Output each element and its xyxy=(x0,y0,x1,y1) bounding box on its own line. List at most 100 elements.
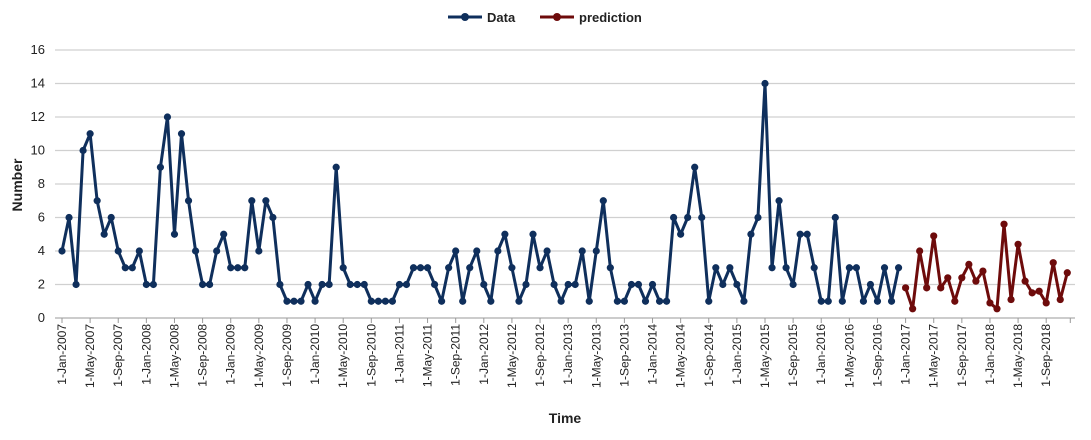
data-point xyxy=(262,197,270,205)
data-point xyxy=(423,264,432,272)
data-point xyxy=(599,197,607,205)
data-point xyxy=(782,264,790,272)
x-tick-label: 1-Jan-2010 xyxy=(308,324,322,385)
data-point xyxy=(810,264,818,272)
data-point xyxy=(705,297,713,305)
data-point xyxy=(86,130,94,138)
y-tick-label: 16 xyxy=(31,42,45,57)
data-point xyxy=(557,297,565,305)
data-point xyxy=(395,280,404,289)
data-point xyxy=(1056,295,1064,304)
data-point xyxy=(606,264,614,272)
data-point xyxy=(213,247,221,255)
legend-item-data[interactable]: Data xyxy=(448,10,516,25)
data-point xyxy=(747,230,755,238)
data-point xyxy=(691,163,699,171)
data-point xyxy=(353,280,361,289)
data-point xyxy=(128,264,136,272)
data-point xyxy=(360,280,368,289)
data-point xyxy=(536,264,544,272)
x-tick-label: 1-Sep-2015 xyxy=(786,324,800,387)
data-point xyxy=(726,264,734,272)
data-point xyxy=(206,280,214,289)
data-point xyxy=(58,247,66,255)
data-point xyxy=(887,297,896,305)
x-axis-title: Time xyxy=(549,410,582,426)
data-point xyxy=(550,280,558,289)
x-tick-label: 1-Jan-2011 xyxy=(392,324,406,384)
data-point xyxy=(789,280,797,289)
data-point xyxy=(677,230,685,238)
x-tick-label: 1-Sep-2008 xyxy=(196,324,210,387)
data-point xyxy=(733,280,741,289)
data-point xyxy=(585,297,593,305)
data-point xyxy=(1049,259,1057,267)
data-point xyxy=(199,280,207,289)
data-point xyxy=(965,260,973,268)
data-point xyxy=(283,297,291,305)
y-tick-label: 2 xyxy=(38,277,45,292)
data-point xyxy=(374,297,382,305)
data-point xyxy=(845,264,853,272)
data-point xyxy=(430,280,439,289)
y-axis-title: Number xyxy=(9,158,25,211)
x-tick-label: 1-May-2014 xyxy=(674,324,688,388)
data-point xyxy=(346,280,354,289)
data-point xyxy=(65,213,73,222)
data-point xyxy=(72,280,80,289)
data-point xyxy=(501,230,509,238)
data-point xyxy=(670,213,678,222)
data-point xyxy=(838,297,846,305)
legend-marker-prediction xyxy=(553,13,561,21)
x-tick-label: 1-Jan-2007 xyxy=(55,324,69,385)
data-point xyxy=(796,230,804,238)
data-point xyxy=(684,213,692,222)
data-point xyxy=(627,280,636,289)
data-point xyxy=(944,274,952,282)
data-point xyxy=(508,264,516,272)
x-tick-label: 1-May-2018 xyxy=(1011,324,1025,388)
series-group xyxy=(58,79,1071,313)
data-point xyxy=(916,247,924,255)
x-tick-label: 1-Jan-2009 xyxy=(224,324,238,385)
data-point xyxy=(923,284,931,292)
y-tick-label: 12 xyxy=(31,109,45,124)
data-point xyxy=(438,297,446,305)
data-point xyxy=(388,297,397,305)
data-point xyxy=(466,264,474,272)
data-point xyxy=(367,297,375,305)
series-prediction xyxy=(902,220,1071,313)
data-point xyxy=(571,280,579,289)
data-point xyxy=(184,197,193,205)
data-point xyxy=(852,264,860,272)
x-tick-label: 1-Sep-2013 xyxy=(617,324,631,387)
data-point xyxy=(170,230,179,238)
data-point xyxy=(191,247,200,255)
data-point xyxy=(220,230,228,238)
data-point xyxy=(937,284,945,292)
data-point xyxy=(578,247,586,255)
data-point xyxy=(698,213,706,222)
x-tick-label: 1-May-2011 xyxy=(421,324,435,387)
data-point xyxy=(1035,287,1043,295)
data-point xyxy=(648,280,657,289)
y-tick-label: 6 xyxy=(38,210,45,225)
data-point xyxy=(1021,277,1029,285)
data-point xyxy=(909,305,917,313)
y-tick-label: 0 xyxy=(38,310,45,325)
legend-item-prediction[interactable]: prediction xyxy=(540,10,642,25)
data-point xyxy=(325,280,333,289)
x-tick-label: 1-May-2012 xyxy=(505,324,519,388)
data-point xyxy=(775,197,783,205)
y-tick-label: 10 xyxy=(31,143,45,158)
x-tick-label: 1-Sep-2012 xyxy=(533,324,547,387)
data-point xyxy=(290,297,298,305)
x-tick-label: 1-Sep-2011 xyxy=(449,324,463,386)
data-point xyxy=(712,264,720,272)
y-tick-label: 14 xyxy=(31,76,45,91)
x-tick-label: 1-Sep-2017 xyxy=(955,324,969,387)
data-point xyxy=(241,264,249,272)
data-point xyxy=(951,297,959,305)
series-line-prediction xyxy=(904,222,1069,311)
x-tick-label: 1-Jan-2018 xyxy=(983,324,997,385)
